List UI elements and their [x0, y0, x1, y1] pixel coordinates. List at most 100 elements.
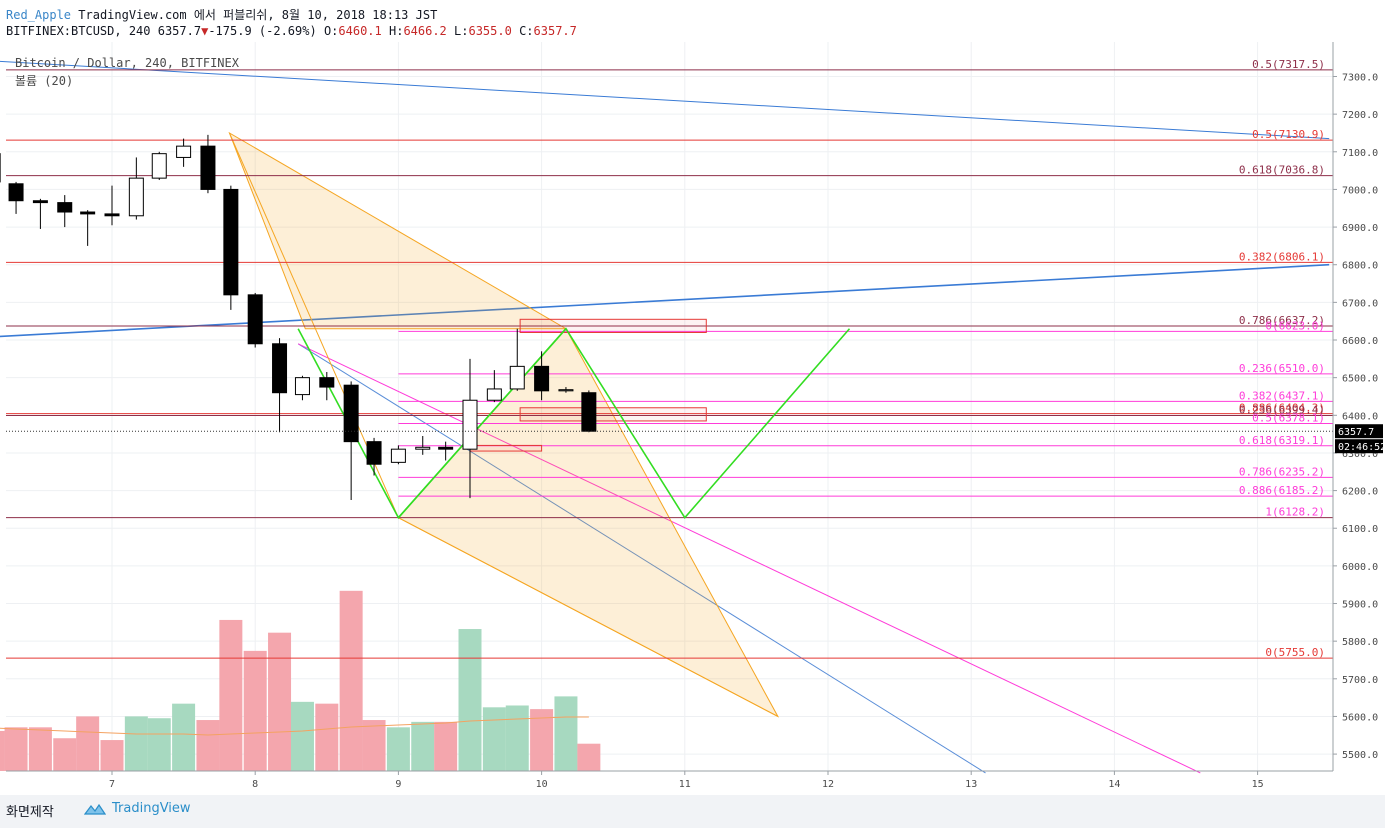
time-tick-label: 10	[536, 779, 548, 790]
time-tick-label: 12	[822, 779, 834, 790]
candle-body	[486, 388, 502, 401]
price-axis-bg	[1333, 0, 1385, 795]
price-change: -175.9 (-2.69%)	[208, 24, 317, 38]
tradingview-logo[interactable]: TradingView	[84, 801, 191, 816]
candle-body	[272, 343, 288, 394]
candle-body	[581, 392, 597, 432]
harmonic-triangle-1	[228, 131, 568, 330]
candle-body	[294, 377, 310, 396]
candle-body	[247, 294, 263, 345]
countdown-bg	[1335, 439, 1383, 454]
candle-body	[534, 365, 550, 392]
level-label: 0.5(7317.5)	[1252, 58, 1325, 71]
price-tick-label: 7200.0	[1342, 110, 1378, 121]
candle-body	[8, 183, 24, 202]
volume-bar	[268, 632, 292, 771]
down-arrow-icon: ▼	[201, 24, 209, 38]
time-tick-label: 15	[1252, 779, 1264, 790]
time-tick-label: 8	[252, 779, 258, 790]
time-tick-label: 13	[965, 779, 977, 790]
volume-bar	[28, 727, 52, 771]
open-label: O:	[323, 24, 339, 38]
level-label: 0.886(6404.3)	[1239, 402, 1325, 415]
author-link[interactable]: Red_Apple	[6, 8, 72, 22]
volume-bar	[577, 743, 601, 771]
open-value: 6460.1	[338, 24, 382, 38]
price-tick-label: 5600.0	[1342, 712, 1378, 723]
volume-ma-line	[0, 716, 589, 736]
level-label: 0(6623.0)	[1265, 319, 1325, 332]
volume-bar	[147, 718, 171, 771]
price-tick-label: 5800.0	[1342, 637, 1378, 648]
candle-body	[80, 211, 96, 215]
price-tick-label: 5700.0	[1342, 675, 1378, 686]
candle-body	[509, 365, 525, 390]
candle-body	[558, 389, 574, 392]
close-value: 6357.7	[533, 24, 577, 38]
level-label: 0.382(6806.1)	[1239, 250, 1325, 263]
volume-bar	[530, 709, 554, 771]
candle-body	[343, 384, 359, 443]
footer-bar: 화면제작 TradingView	[0, 795, 1385, 828]
volume-bar	[362, 720, 386, 771]
volume-bar	[124, 716, 148, 771]
price-chart[interactable]: 0.5(7317.5) 0.5(7130.9) 0.618(7036.8) 0.382…	[0, 0, 1385, 795]
time-tick-label: 11	[679, 779, 691, 790]
volume-bar	[339, 590, 363, 771]
volume-bar	[290, 701, 314, 771]
price-tick-label: 6300.0	[1342, 449, 1378, 460]
last-price: 6357.7	[157, 24, 202, 38]
volume-bar	[411, 721, 435, 771]
price-tick-label: 6600.0	[1342, 336, 1378, 347]
level-label: 0.236(6399.4)	[1239, 404, 1325, 417]
volume-bar	[76, 716, 100, 771]
volume-bar	[172, 703, 196, 771]
level-label: 0.618(6319.1)	[1239, 434, 1325, 447]
level-label: 0.382(6437.1)	[1239, 389, 1325, 402]
price-tick-label: 6700.0	[1342, 298, 1378, 309]
volume-bar	[315, 703, 339, 771]
level-label: 0.786(6235.2)	[1239, 465, 1325, 478]
target-box	[519, 318, 707, 333]
candle-body	[366, 441, 382, 465]
target-box	[519, 407, 707, 422]
level-label: 0.786(6637.2)	[1239, 314, 1325, 327]
price-tick-label: 6100.0	[1342, 524, 1378, 535]
level-label: 0.618(7036.8)	[1239, 164, 1325, 177]
volume-bar	[505, 705, 529, 771]
ohlc-header: BITFINEX:BTCUSD, 240 6357.7▼-175.9 (-2.6…	[6, 24, 577, 38]
price-tick-label: 6200.0	[1342, 487, 1378, 498]
time-tick-label: 9	[395, 779, 401, 790]
publish-header: Red_Apple TradingView.com 에서 퍼블리쉬, 8월 10…	[6, 6, 437, 23]
candle-body	[319, 377, 335, 388]
price-tick-label: 6800.0	[1342, 261, 1378, 272]
harmonic-leg	[398, 517, 779, 717]
candle-body	[390, 448, 406, 463]
candle-body	[462, 399, 478, 450]
price-tick-label: 7100.0	[1342, 148, 1378, 159]
volume-legend[interactable]: 볼륨 (20)	[15, 74, 74, 88]
footer-brand: TradingView	[112, 801, 191, 816]
price-tag-value: 6357.7	[1338, 427, 1374, 438]
time-tick-label: 7	[109, 779, 115, 790]
candle-body	[32, 200, 48, 204]
volume-bar	[4, 727, 28, 771]
volume-bar	[196, 720, 220, 771]
volume-bar	[554, 696, 578, 771]
price-tick-label: 5900.0	[1342, 600, 1378, 611]
level-label: 0.5(7130.9)	[1252, 128, 1325, 141]
volume-bar	[219, 619, 243, 771]
volume-bar	[386, 727, 410, 771]
level-label: 0.236(6510.0)	[1239, 362, 1325, 375]
price-tick-label: 6500.0	[1342, 374, 1378, 385]
low-value: 6355.0	[468, 24, 512, 38]
price-tick-label: 7000.0	[1342, 185, 1378, 196]
volume-bar	[100, 740, 124, 771]
candle-body	[438, 446, 454, 450]
series-legend[interactable]: Bitcoin / Dollar, 240, BITFINEX	[15, 56, 239, 70]
candle-body	[176, 145, 192, 158]
candle-body	[128, 177, 144, 217]
candle-body	[223, 188, 239, 296]
volume-bar	[0, 730, 5, 771]
